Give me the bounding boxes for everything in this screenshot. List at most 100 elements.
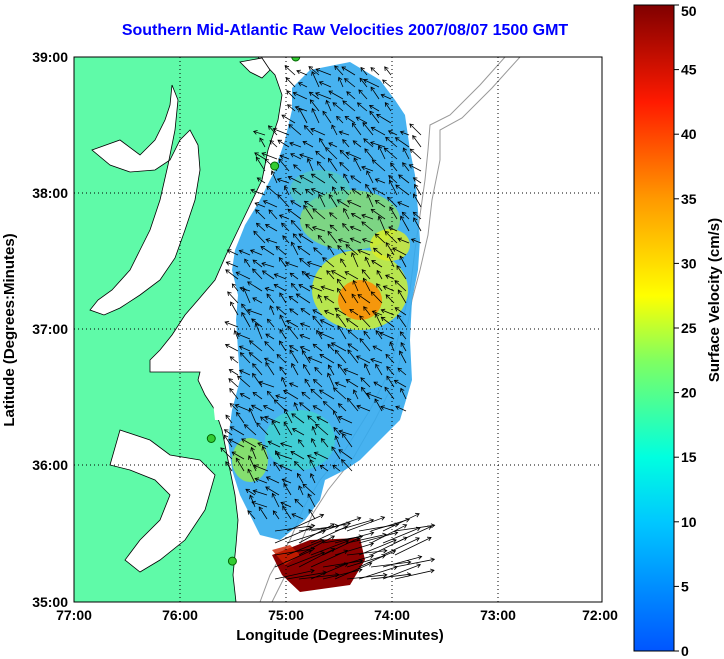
velocity-arrowhead bbox=[266, 185, 271, 191]
velocity-arrow bbox=[364, 148, 374, 160]
velocity-arrowhead bbox=[374, 312, 380, 318]
velocity-arrowhead bbox=[291, 187, 297, 193]
velocity-arrowhead bbox=[343, 173, 348, 179]
velocity-arrow bbox=[304, 125, 314, 136]
velocity-arrowhead bbox=[323, 309, 329, 315]
velocity-arrow bbox=[381, 94, 392, 100]
velocity-arrow bbox=[253, 230, 266, 244]
velocity-arrowhead bbox=[300, 308, 306, 313]
velocity-arrow bbox=[346, 574, 387, 580]
velocity-arrowhead bbox=[397, 201, 402, 206]
velocity-arrow bbox=[332, 186, 338, 196]
velocity-arrow bbox=[230, 301, 239, 316]
velocity-arrowhead bbox=[290, 451, 296, 456]
velocity-arrow bbox=[243, 287, 251, 304]
velocity-arrowhead bbox=[387, 196, 392, 202]
velocity-arrow bbox=[247, 309, 263, 316]
velocity-arrowhead bbox=[248, 340, 254, 345]
velocity-arrow bbox=[292, 187, 302, 196]
velocity-arrow bbox=[400, 131, 410, 136]
velocity-arrow bbox=[347, 329, 359, 340]
velocity-arrowhead bbox=[310, 568, 315, 574]
velocity-arrowhead bbox=[278, 214, 284, 219]
velocity-arrow bbox=[384, 147, 398, 160]
velocity-arrow bbox=[317, 235, 326, 244]
grid bbox=[74, 57, 602, 602]
velocity-arrowhead bbox=[337, 325, 342, 330]
velocity-arrowhead bbox=[342, 100, 347, 105]
velocity-arrow bbox=[338, 449, 353, 460]
velocity-arrow bbox=[372, 187, 386, 196]
velocity-arrowhead bbox=[241, 303, 246, 309]
velocity-arrowhead bbox=[408, 164, 414, 169]
velocity-arrow bbox=[260, 246, 275, 256]
velocity-arrowhead bbox=[312, 378, 318, 384]
velocity-arrow bbox=[266, 476, 280, 484]
velocity-arrow bbox=[220, 447, 233, 460]
velocity-arrow bbox=[224, 321, 239, 328]
velocity-arrowhead bbox=[339, 161, 344, 167]
velocity-arrowhead bbox=[324, 146, 330, 152]
velocity-arrow bbox=[278, 158, 290, 172]
velocity-arrow bbox=[305, 189, 314, 196]
velocity-arrow bbox=[375, 313, 383, 328]
velocity-arrowhead bbox=[290, 241, 296, 247]
velocity-arrow bbox=[400, 216, 410, 232]
velocity-arrowhead bbox=[334, 349, 340, 355]
velocity-arrow bbox=[271, 170, 278, 184]
velocity-arrow bbox=[266, 293, 275, 304]
velocity-arrowhead bbox=[399, 331, 405, 336]
velocity-arrowhead bbox=[270, 170, 276, 175]
velocity-arrow bbox=[370, 291, 383, 304]
velocity-arrow bbox=[331, 270, 347, 280]
velocity-arrow bbox=[251, 404, 263, 412]
velocity-arrowhead bbox=[338, 130, 344, 136]
velocity-arrowhead bbox=[327, 230, 332, 236]
velocity-arrowhead bbox=[382, 79, 387, 84]
velocity-arrowhead bbox=[364, 363, 369, 368]
velocity-arrow bbox=[319, 138, 326, 148]
velocity-arrow bbox=[342, 223, 350, 232]
velocity-arrow bbox=[234, 330, 239, 340]
velocity-arrowhead bbox=[380, 93, 386, 99]
velocity-arrowhead bbox=[318, 389, 324, 394]
velocity-arrowhead bbox=[357, 294, 363, 299]
velocity-arrowhead bbox=[308, 66, 314, 71]
velocity-arrow bbox=[264, 416, 281, 424]
velocity-arrow bbox=[371, 260, 383, 268]
velocity-arrowhead bbox=[226, 249, 232, 254]
velocity-arrowhead bbox=[342, 433, 347, 438]
velocity-arrowhead bbox=[287, 208, 292, 214]
velocity-arrowhead bbox=[301, 270, 307, 276]
velocity-arrowhead bbox=[252, 259, 258, 264]
velocity-arrow bbox=[358, 566, 398, 580]
velocity-arrowhead bbox=[333, 426, 338, 432]
velocity-arrow bbox=[337, 245, 347, 256]
velocity-arrowhead bbox=[372, 187, 377, 192]
velocity-arrow bbox=[244, 258, 251, 268]
velocity-arrow bbox=[240, 393, 251, 400]
velocity-arrowhead bbox=[361, 213, 366, 219]
x-tick-label: 75:00 bbox=[268, 607, 304, 623]
velocity-arrowhead bbox=[224, 320, 230, 326]
velocity-arrowhead bbox=[289, 308, 294, 313]
velocity-arrow bbox=[333, 410, 341, 424]
velocity-arrow bbox=[322, 111, 332, 124]
colorbar-tick-label: 30 bbox=[681, 255, 697, 271]
velocity-arrow bbox=[409, 123, 422, 136]
velocity-arrowhead bbox=[306, 261, 312, 266]
velocity-arrowhead bbox=[391, 549, 397, 555]
velocity-arrow bbox=[375, 233, 386, 244]
velocity-arrow bbox=[279, 340, 287, 352]
velocity-arrow bbox=[311, 188, 326, 196]
velocity-arrowhead bbox=[376, 114, 381, 119]
velocity-arrow bbox=[277, 194, 290, 208]
velocity-arrow bbox=[299, 402, 311, 412]
velocity-arrow bbox=[394, 280, 407, 292]
velocity-arrow bbox=[259, 137, 266, 148]
velocity-arrow bbox=[381, 309, 395, 316]
velocity-arrow bbox=[364, 363, 371, 376]
velocity-arrow bbox=[370, 524, 407, 544]
velocity-arrowhead bbox=[228, 438, 234, 444]
